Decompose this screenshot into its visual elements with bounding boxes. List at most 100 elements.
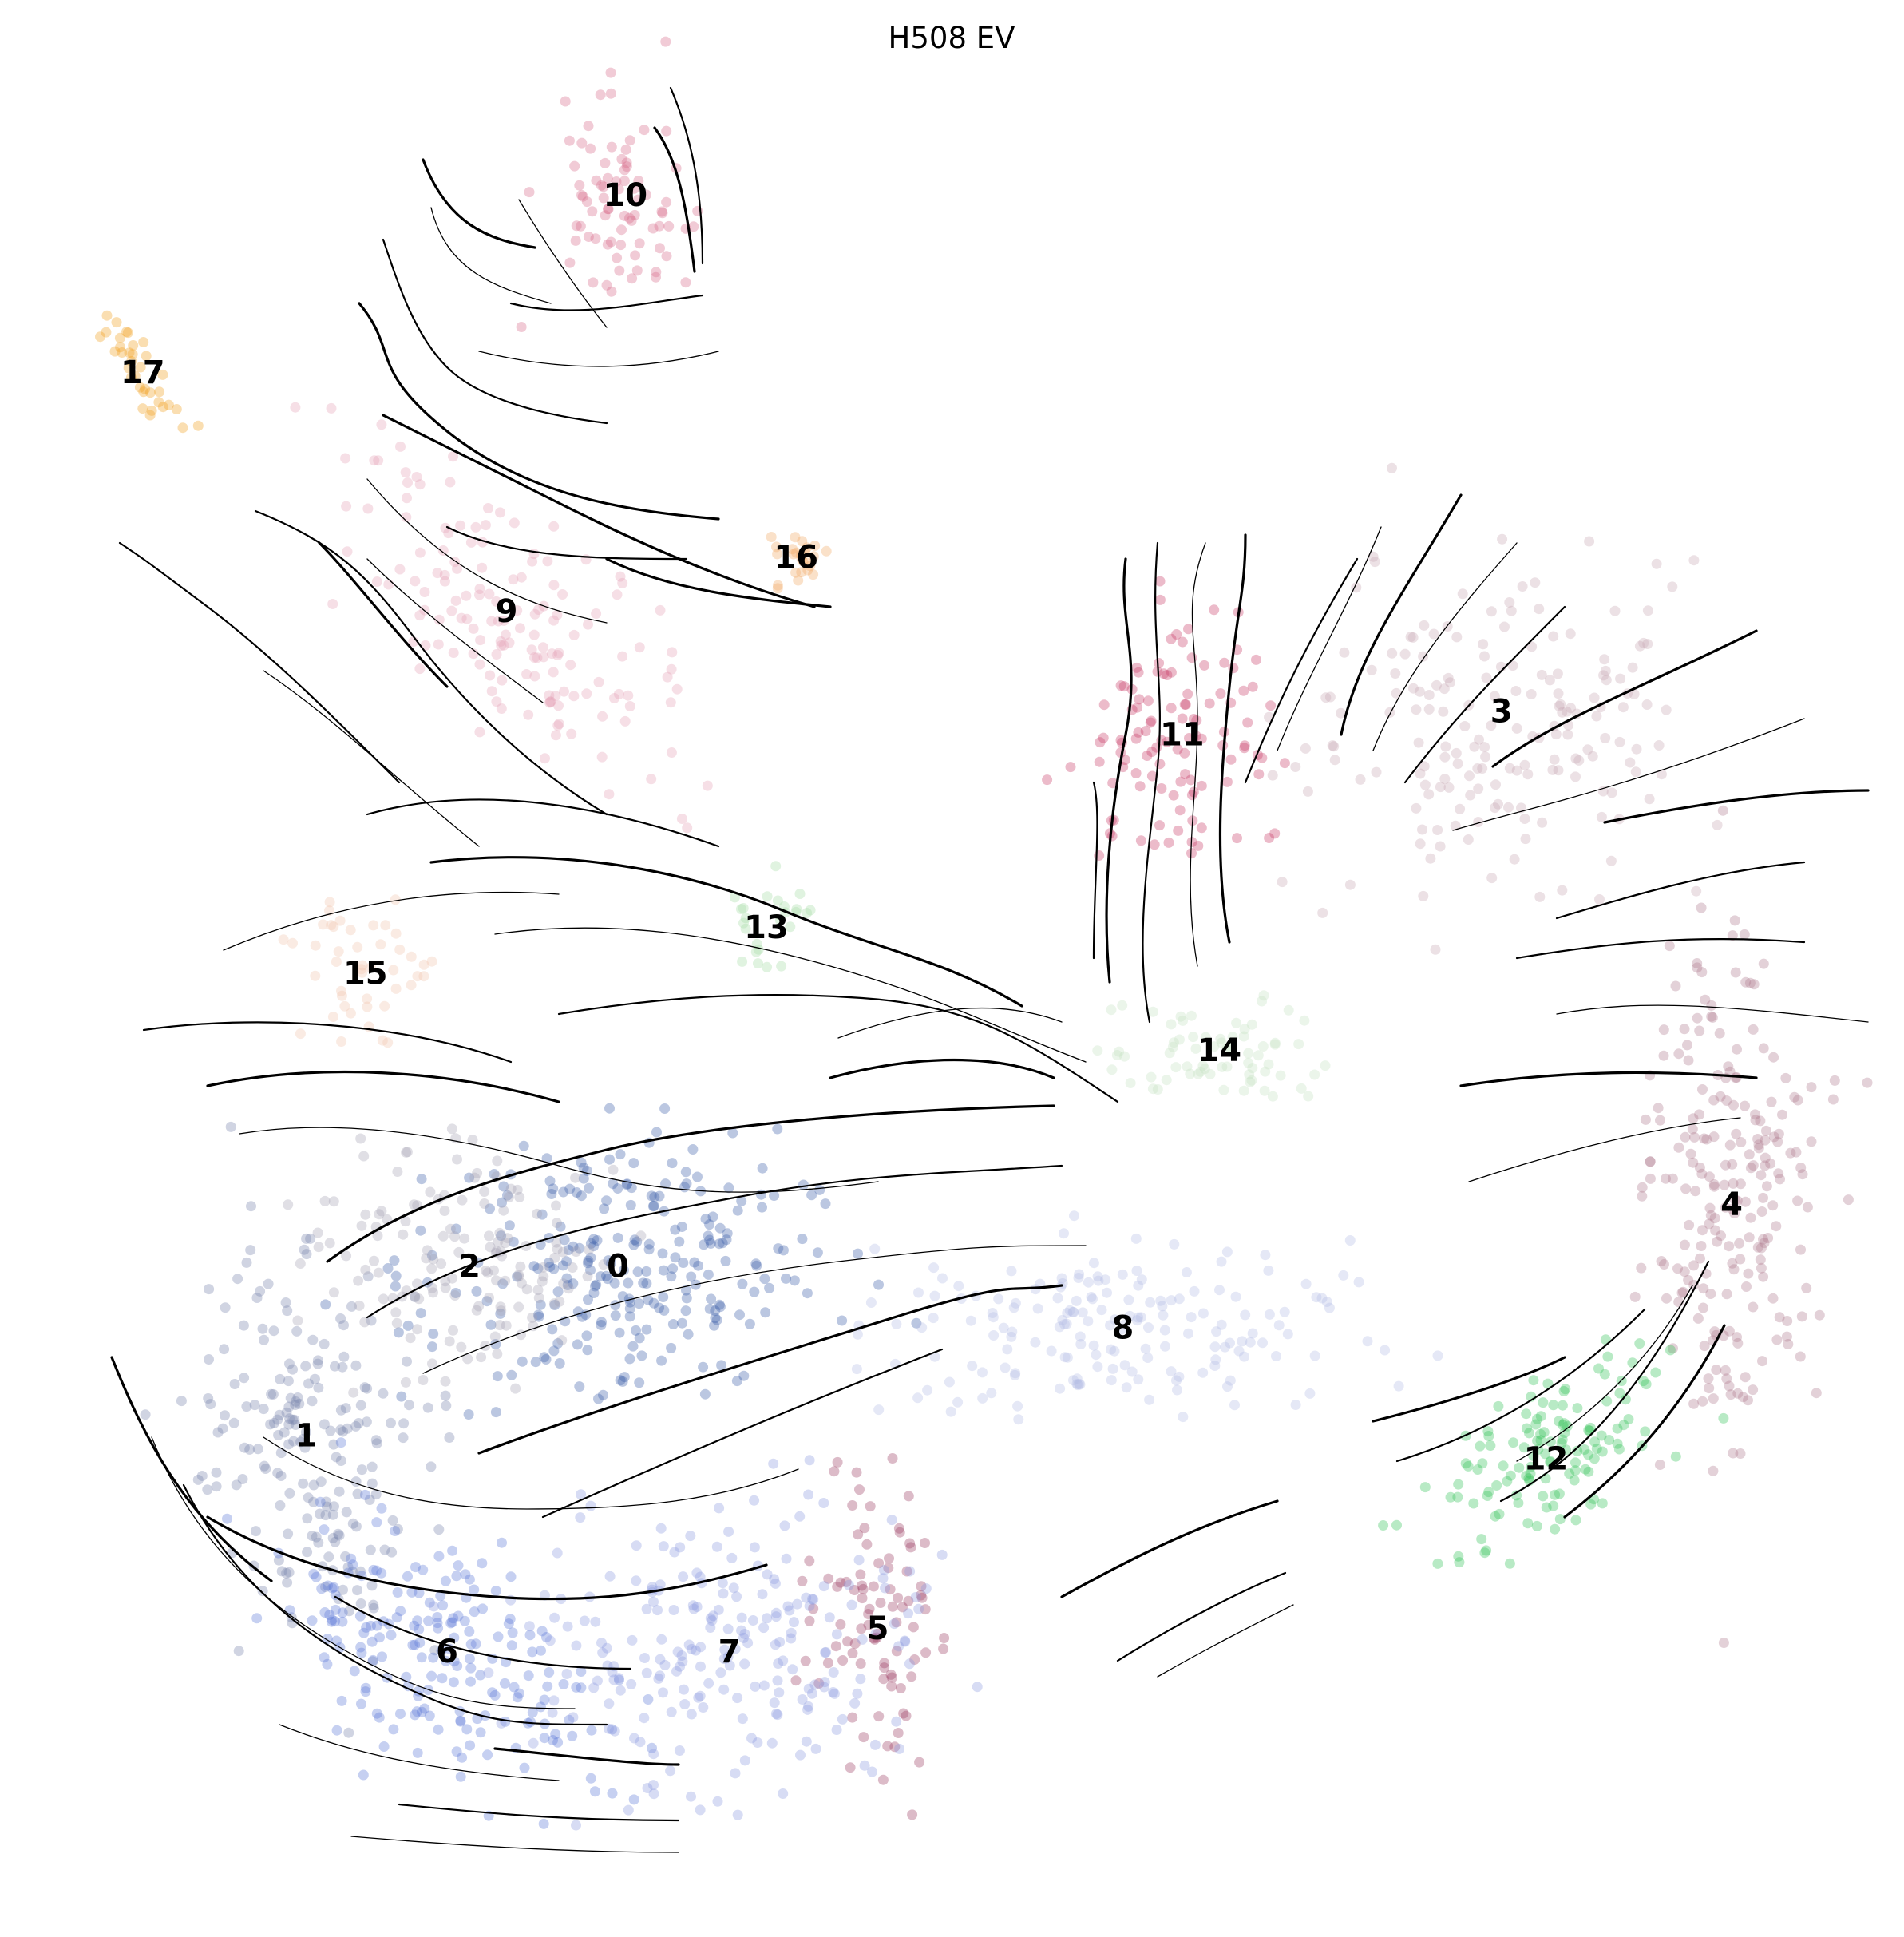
cell-point-cluster-3 <box>1641 699 1653 710</box>
cell-point-cluster-6 <box>506 1640 517 1651</box>
cell-point-cluster-9 <box>395 441 406 452</box>
cell-point-cluster-13 <box>750 946 762 957</box>
cell-point-cluster-11 <box>1175 776 1186 787</box>
cell-point-cluster-0 <box>648 1200 659 1211</box>
cluster-label-2: 2 <box>458 1248 481 1285</box>
cell-point-cluster-2 <box>428 1287 438 1298</box>
cell-point-cluster-9 <box>544 690 555 701</box>
cell-point-cluster-12 <box>1599 1369 1610 1380</box>
cell-point-cluster-7 <box>732 1693 743 1704</box>
cell-point-cluster-0 <box>415 1225 426 1236</box>
cell-point-cluster-17 <box>111 317 122 328</box>
cell-point-cluster-4 <box>1748 1301 1759 1313</box>
cell-point-cluster-7 <box>528 1737 539 1749</box>
cell-point-cluster-0 <box>666 1342 677 1353</box>
cell-point-cluster-7 <box>738 1632 749 1643</box>
cell-point-cluster-7 <box>641 1667 652 1678</box>
cell-point-cluster-12 <box>1514 1462 1525 1473</box>
cell-point-cluster-3 <box>1691 885 1702 897</box>
cell-point-cluster-11 <box>1146 770 1158 782</box>
cell-point-cluster-4 <box>1801 1282 1812 1293</box>
cell-point-cluster-6 <box>538 1818 549 1829</box>
cell-point-cluster-5 <box>857 1593 868 1604</box>
cell-point-cluster-8 <box>1178 1412 1189 1423</box>
cell-point-cluster-14 <box>1125 1078 1136 1088</box>
cell-point-cluster-8 <box>993 1293 1004 1305</box>
cell-point-cluster-7 <box>627 1634 638 1646</box>
cell-point-cluster-0 <box>627 1341 639 1352</box>
cell-point-cluster-2 <box>479 1198 490 1209</box>
cell-point-cluster-1 <box>340 1403 351 1414</box>
cell-point-cluster-1 <box>205 1399 216 1410</box>
cell-point-cluster-1 <box>233 1646 244 1657</box>
cell-point-cluster-9 <box>290 402 301 413</box>
cell-point-cluster-11 <box>1154 820 1165 831</box>
cell-point-cluster-7 <box>893 1641 904 1652</box>
cell-point-cluster-4 <box>1792 1195 1803 1206</box>
cell-point-cluster-11 <box>1239 743 1250 754</box>
cell-point-cluster-11 <box>1142 751 1153 761</box>
cell-point-cluster-2 <box>328 1196 339 1207</box>
cell-point-cluster-14 <box>1185 1068 1196 1079</box>
cell-point-cluster-3 <box>1387 648 1398 659</box>
cell-point-cluster-3 <box>1534 604 1545 615</box>
cell-point-cluster-0 <box>393 1327 404 1338</box>
cell-point-cluster-1 <box>298 1433 309 1444</box>
cell-point-cluster-12 <box>1504 1558 1515 1569</box>
cell-point-cluster-4 <box>1724 1241 1735 1252</box>
cell-point-cluster-12 <box>1570 1457 1581 1468</box>
cell-point-cluster-2 <box>563 1283 574 1294</box>
cell-point-cluster-6 <box>464 1626 475 1637</box>
cell-point-cluster-5 <box>891 1617 902 1628</box>
cell-point-cluster-4 <box>1692 1313 1704 1324</box>
streamline <box>1468 1117 1741 1182</box>
cell-point-cluster-8 <box>1071 1373 1083 1384</box>
cell-point-cluster-15 <box>345 925 356 936</box>
cell-point-cluster-1 <box>211 1467 222 1478</box>
cell-point-cluster-1 <box>356 1464 367 1476</box>
cell-point-cluster-4 <box>1688 1398 1700 1409</box>
cell-point-cluster-4 <box>1724 1380 1735 1392</box>
cell-point-cluster-4 <box>1743 1395 1753 1406</box>
cell-point-cluster-1 <box>239 1373 250 1384</box>
cell-point-cluster-1 <box>220 1410 230 1421</box>
cell-point-cluster-3 <box>1478 639 1489 650</box>
cell-point-cluster-12 <box>1564 1468 1575 1479</box>
cell-point-cluster-15 <box>310 970 321 981</box>
cell-point-cluster-4 <box>1727 1203 1738 1214</box>
cell-point-cluster-7 <box>544 1635 556 1646</box>
cell-point-cluster-12 <box>1572 1445 1583 1456</box>
cell-point-cluster-5 <box>800 1655 811 1666</box>
cell-point-cluster-12 <box>1378 1520 1389 1531</box>
cell-point-cluster-4 <box>1811 1388 1822 1399</box>
cell-point-cluster-17 <box>114 332 125 343</box>
cell-point-cluster-12 <box>1505 1470 1516 1481</box>
cell-point-cluster-11 <box>1173 825 1184 836</box>
cell-point-cluster-6 <box>354 1610 366 1622</box>
cell-point-cluster-7 <box>655 1523 667 1534</box>
cell-point-cluster-14 <box>1111 1050 1122 1060</box>
cell-point-cluster-1 <box>291 1325 303 1337</box>
cell-point-cluster-7 <box>722 1651 734 1662</box>
cell-point-cluster-17 <box>138 337 149 347</box>
cell-point-cluster-3 <box>1554 700 1565 711</box>
cell-point-cluster-2 <box>440 1376 451 1387</box>
cell-point-cluster-1 <box>301 1233 312 1244</box>
cell-point-cluster-12 <box>1641 1379 1652 1390</box>
cell-point-cluster-8 <box>1131 1266 1142 1276</box>
cell-point-cluster-12 <box>1591 1443 1602 1454</box>
cell-point-cluster-17 <box>109 346 121 357</box>
cell-point-cluster-9 <box>486 686 497 697</box>
cell-point-cluster-4 <box>1696 902 1707 913</box>
cell-point-cluster-6 <box>455 1771 466 1782</box>
cell-point-cluster-8 <box>1069 1210 1079 1222</box>
cell-point-cluster-14 <box>1296 1083 1307 1094</box>
cell-point-cluster-7 <box>774 1687 785 1698</box>
cell-point-cluster-12 <box>1618 1420 1629 1431</box>
cell-point-cluster-1 <box>386 1547 398 1558</box>
cell-point-cluster-8 <box>1197 1308 1209 1319</box>
cell-point-cluster-6 <box>436 1646 447 1657</box>
cell-point-cluster-4 <box>1735 1178 1746 1190</box>
cell-point-cluster-7 <box>870 1629 881 1640</box>
cell-point-cluster-4 <box>1714 1028 1725 1039</box>
